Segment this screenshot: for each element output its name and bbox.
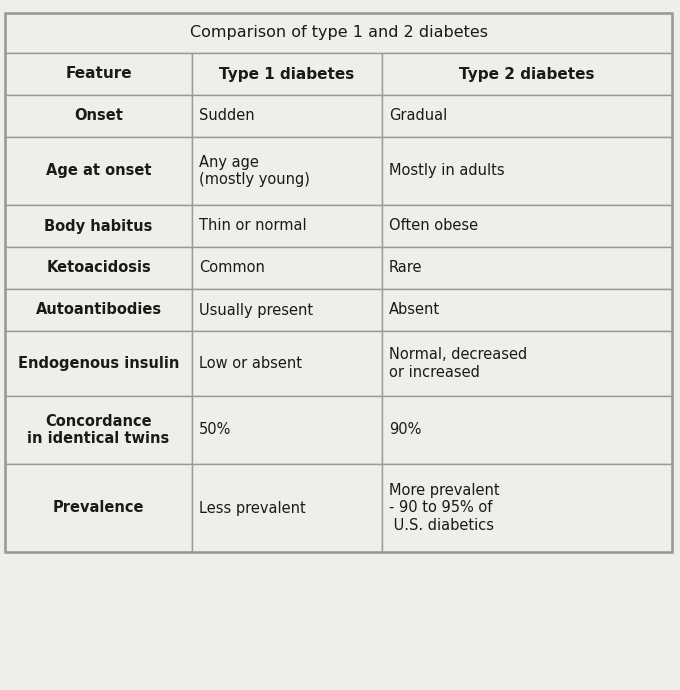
Bar <box>382 464 672 552</box>
Text: Sudden: Sudden <box>199 108 254 124</box>
Text: Gradual: Gradual <box>389 108 447 124</box>
Text: Concordance
in identical twins: Concordance in identical twins <box>27 414 169 446</box>
Bar <box>5 396 192 464</box>
Bar <box>382 396 672 464</box>
Text: More prevalent
- 90 to 95% of
 U.S. diabetics: More prevalent - 90 to 95% of U.S. diabe… <box>389 483 500 533</box>
Text: Prevalence: Prevalence <box>53 500 144 515</box>
Text: Usually present: Usually present <box>199 302 313 317</box>
Bar <box>382 289 672 331</box>
Text: Common: Common <box>199 261 265 275</box>
Text: Mostly in adults: Mostly in adults <box>389 164 505 179</box>
Text: Thin or normal: Thin or normal <box>199 219 307 233</box>
Bar <box>5 53 192 95</box>
Text: Rare: Rare <box>389 261 422 275</box>
Bar <box>192 331 382 396</box>
Text: Any age
(mostly young): Any age (mostly young) <box>199 155 310 187</box>
Bar <box>192 247 382 289</box>
Bar <box>5 95 192 137</box>
Bar <box>382 53 672 95</box>
Bar <box>192 205 382 247</box>
Bar <box>5 331 192 396</box>
Bar <box>382 331 672 396</box>
Text: Comparison of type 1 and 2 diabetes: Comparison of type 1 and 2 diabetes <box>190 26 488 41</box>
Text: Onset: Onset <box>74 108 123 124</box>
Bar <box>5 205 192 247</box>
Text: Less prevalent: Less prevalent <box>199 500 306 515</box>
Bar <box>5 247 192 289</box>
Text: 50%: 50% <box>199 422 231 437</box>
Text: Endogenous insulin: Endogenous insulin <box>18 356 180 371</box>
Bar <box>192 95 382 137</box>
Text: Type 1 diabetes: Type 1 diabetes <box>220 66 355 81</box>
Text: Normal, decreased
or increased: Normal, decreased or increased <box>389 347 527 380</box>
Bar <box>192 396 382 464</box>
Bar <box>5 13 672 53</box>
Bar <box>192 464 382 552</box>
Text: Often obese: Often obese <box>389 219 478 233</box>
Bar <box>5 289 192 331</box>
Text: Feature: Feature <box>65 66 132 81</box>
Bar <box>192 289 382 331</box>
Text: Type 2 diabetes: Type 2 diabetes <box>459 66 595 81</box>
Text: Age at onset: Age at onset <box>46 164 151 179</box>
Bar <box>382 247 672 289</box>
Bar <box>382 205 672 247</box>
Bar <box>5 137 192 205</box>
Bar <box>5 13 672 552</box>
Bar <box>382 95 672 137</box>
Text: Ketoacidosis: Ketoacidosis <box>46 261 151 275</box>
Bar <box>5 464 192 552</box>
Text: Low or absent: Low or absent <box>199 356 302 371</box>
Text: Body habitus: Body habitus <box>44 219 153 233</box>
Bar <box>192 53 382 95</box>
Text: Autoantibodies: Autoantibodies <box>35 302 162 317</box>
Bar <box>382 137 672 205</box>
Text: Absent: Absent <box>389 302 440 317</box>
Text: 90%: 90% <box>389 422 422 437</box>
Bar <box>192 137 382 205</box>
